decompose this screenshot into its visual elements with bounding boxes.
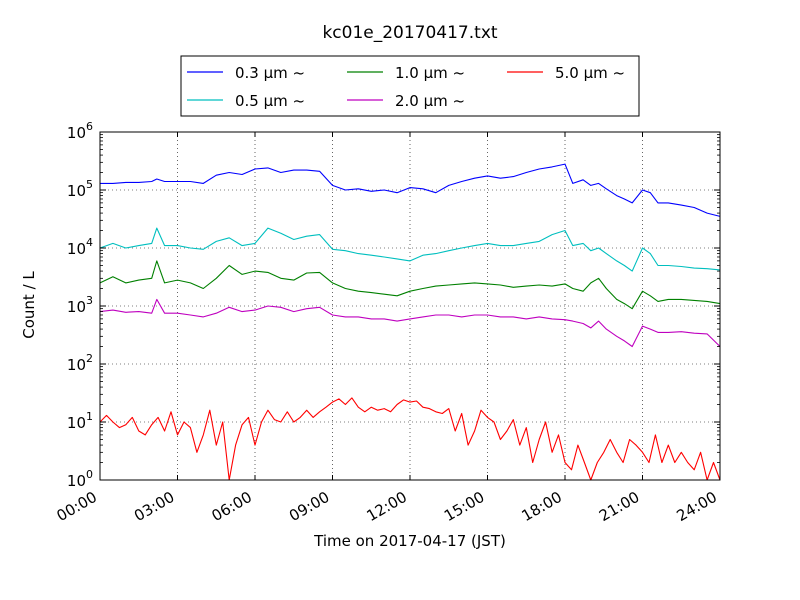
legend-label-1: 0.3 μm ~ [235,64,305,82]
legend: 0.3 μm ~ 0.5 μm ~ 1.0 μm ~ 2.0 μm ~ 5.0 μm ~ [180,55,640,117]
y-tick-label: 102 [67,352,93,374]
y-tick-label: 100 [67,468,93,490]
y-tick-label: 105 [67,178,93,200]
x-axis-label: Time on 2017-04-17 (JST) [313,532,506,550]
y-tick-label: 106 [67,120,93,142]
series-line-1 [100,163,721,217]
y-tick-label: 101 [67,410,93,432]
y-tick-labels: 100 101 102 103 104 105 106 [67,120,93,490]
series-line-5 [99,397,721,481]
series-line-4 [99,298,721,348]
legend-label-5: 5.0 μm ~ [555,64,625,82]
y-axis-label: Count / L [20,271,38,339]
legend-label-4: 2.0 μm ~ [395,92,465,110]
series-line-3 [99,260,721,310]
series-group [99,163,721,481]
legend-label-3: 1.0 μm ~ [395,64,465,82]
legend-label-2: 0.5 μm ~ [235,92,305,110]
legend-box [180,55,640,117]
axes [99,131,721,481]
series-line-2 [99,227,721,272]
chart-title: kc01e_20170417.txt [322,23,497,43]
plot-frame [99,131,721,481]
grid-lines [100,132,720,480]
y-tick-label: 103 [67,294,93,316]
y-tick-label: 104 [67,236,93,258]
